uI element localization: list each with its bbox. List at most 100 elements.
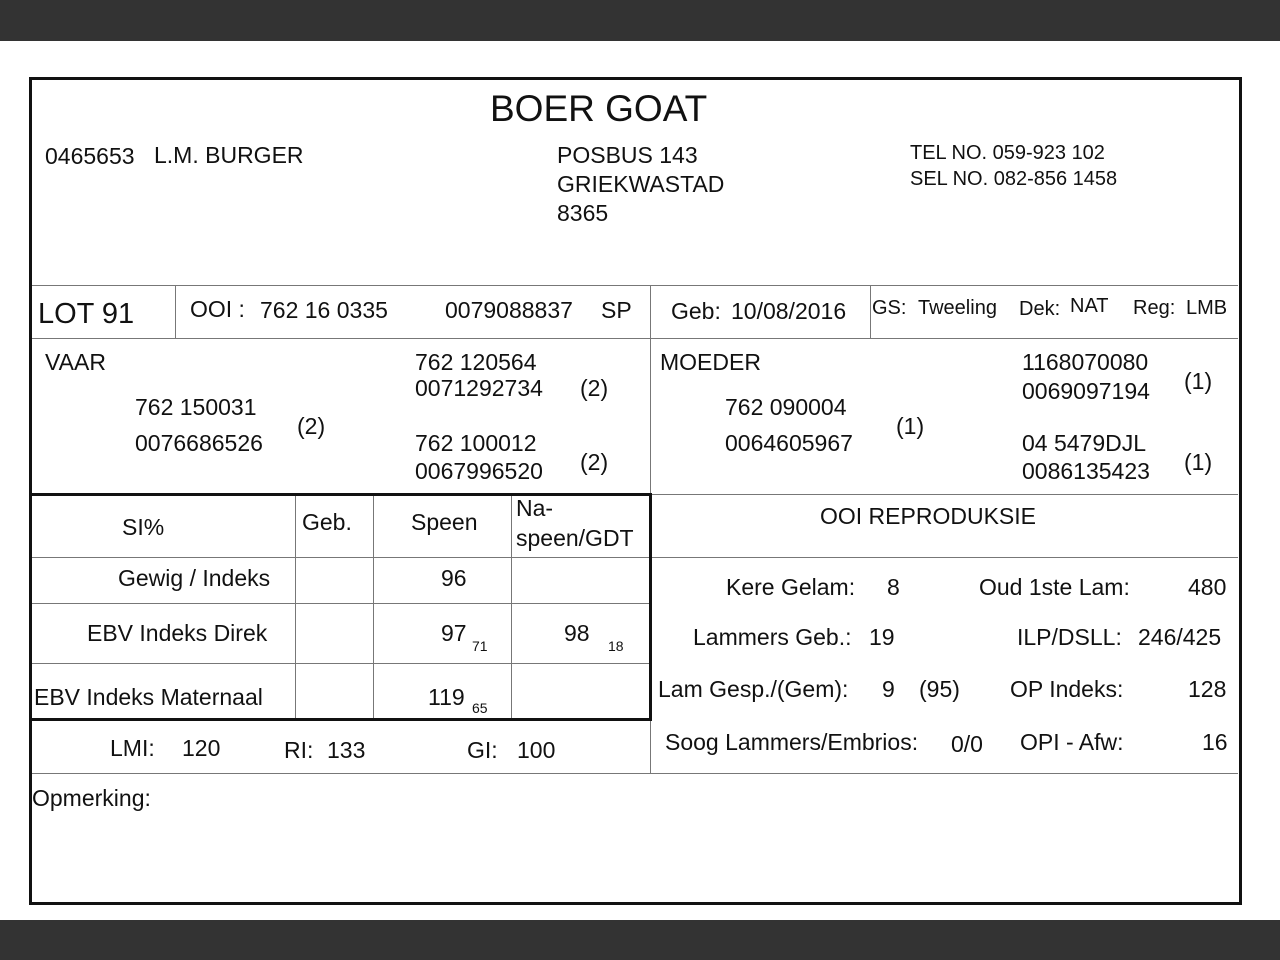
header-geb: Geb. <box>302 509 352 535</box>
repro-title: OOI REPRODUKSIE <box>820 503 1036 529</box>
ri-label: RI: <box>284 737 314 763</box>
address-line: GRIEKWASTAD <box>557 171 725 197</box>
owner-name: L.M. BURGER <box>154 142 304 168</box>
row-label: Gewig / Indeks <box>118 565 271 591</box>
moeder-code: (1) <box>896 413 925 439</box>
ooi-suffix: SP <box>601 297 632 323</box>
kere-value: 8 <box>887 574 900 600</box>
opmerking-label: Opmerking: <box>32 785 151 811</box>
vaar-code: (2) <box>297 413 326 439</box>
sel-number: SEL NO. 082-856 1458 <box>910 168 1118 190</box>
gi-value: 100 <box>517 737 556 763</box>
row-label: EBV Indeks Direk <box>87 620 268 646</box>
geb-label: Geb: <box>671 298 721 324</box>
table-border <box>32 718 652 721</box>
dek-label: Dek: <box>1019 298 1061 320</box>
vaar-number: 0076686526 <box>135 430 263 456</box>
header-naspeen: Na- <box>516 495 554 521</box>
divider <box>511 494 512 720</box>
divider <box>32 557 650 558</box>
oud-label: Oud 1ste Lam: <box>979 574 1130 600</box>
moeder-sire-number: 0069097194 <box>1022 378 1150 404</box>
lmi-label: LMI: <box>110 735 155 761</box>
reg-label: Reg: <box>1133 297 1176 319</box>
soog-value: 0/0 <box>951 731 983 757</box>
divider <box>32 285 1238 286</box>
address-line: POSBUS 143 <box>557 142 698 168</box>
gs-label: GS: <box>872 297 907 319</box>
divider <box>32 773 1238 774</box>
bottom-bar <box>0 920 1280 960</box>
lammers-value: 19 <box>869 624 895 650</box>
divider <box>32 663 650 664</box>
ri-value: 133 <box>327 737 366 763</box>
cell-speen: 96 <box>441 565 467 591</box>
header-naspeen: speen/GDT <box>516 525 634 551</box>
op-value: 128 <box>1188 676 1227 702</box>
tel-number: TEL NO. 059-923 102 <box>910 142 1105 164</box>
op-label: OP Indeks: <box>1010 676 1124 702</box>
moeder-sire-code: (1) <box>1184 368 1213 394</box>
gesp-label: Lam Gesp./(Gem): <box>658 676 849 702</box>
vaar-sire-number: 0071292734 <box>415 375 543 401</box>
ooi-label: OOI : <box>190 296 245 322</box>
moeder-sire-id: 1168070080 <box>1022 349 1149 375</box>
ooi-number: 0079088837 <box>445 297 573 323</box>
divider <box>870 285 871 338</box>
row-label: EBV Indeks Maternaal <box>34 684 263 710</box>
header-speen: Speen <box>411 509 478 535</box>
ilp-value: 246/425 <box>1138 624 1222 650</box>
cell-naspeen-sub: 18 <box>608 638 624 654</box>
header-si: SI% <box>122 514 165 540</box>
vaar-sire-id: 762 120564 <box>415 349 537 375</box>
gesp-value: 9 <box>882 676 895 702</box>
vaar-sire-code: (2) <box>580 375 609 401</box>
ooi-id: 762 16 0335 <box>260 297 388 323</box>
vaar-dam-id: 762 100012 <box>415 430 537 456</box>
vaar-dam-number: 0067996520 <box>415 458 543 484</box>
lammers-label: Lammers Geb.: <box>693 624 852 650</box>
cell-speen-sub: 71 <box>472 638 488 654</box>
opi-value: 16 <box>1202 729 1228 755</box>
lot-number: LOT 91 <box>38 298 135 330</box>
oud-value: 480 <box>1188 574 1227 600</box>
ilp-label: ILP/DSLL: <box>1017 624 1122 650</box>
moeder-dam-number: 0086135423 <box>1022 458 1150 484</box>
divider <box>32 338 1238 339</box>
reg-value: LMB <box>1186 297 1228 319</box>
cell-speen: 97 <box>441 620 467 646</box>
opi-label: OPI - Afw: <box>1020 729 1124 755</box>
cell-speen: 119 <box>428 684 465 710</box>
moeder-id: 762 090004 <box>725 394 847 420</box>
top-bar <box>0 0 1280 41</box>
dek-value: NAT <box>1070 295 1109 317</box>
gs-value: Tweeling <box>918 297 997 319</box>
divider <box>373 494 374 720</box>
card-border <box>29 77 1242 905</box>
address-line: 8365 <box>557 200 609 226</box>
divider <box>650 557 1238 558</box>
vaar-label: VAAR <box>45 349 106 375</box>
divider <box>32 603 650 604</box>
divider <box>175 285 176 338</box>
vaar-id: 762 150031 <box>135 394 257 420</box>
moeder-label: MOEDER <box>660 349 761 375</box>
cell-naspeen: 98 <box>564 620 590 646</box>
divider <box>650 494 1238 495</box>
divider <box>295 494 296 720</box>
soog-label: Soog Lammers/Embrios: <box>665 729 919 755</box>
moeder-dam-id: 04 5479DJL <box>1022 430 1147 456</box>
page-title: BOER GOAT <box>490 88 708 129</box>
vaar-dam-code: (2) <box>580 449 609 475</box>
gem-value: (95) <box>919 676 960 702</box>
lmi-value: 120 <box>182 735 221 761</box>
moeder-number: 0064605967 <box>725 430 853 456</box>
kere-label: Kere Gelam: <box>726 574 856 600</box>
table-border <box>32 493 652 496</box>
table-border <box>649 493 652 721</box>
geb-date: 10/08/2016 <box>731 298 847 324</box>
owner-id: 0465653 <box>45 143 135 169</box>
cell-speen-sub: 65 <box>472 700 488 716</box>
gi-label: GI: <box>467 737 498 763</box>
moeder-dam-code: (1) <box>1184 449 1213 475</box>
